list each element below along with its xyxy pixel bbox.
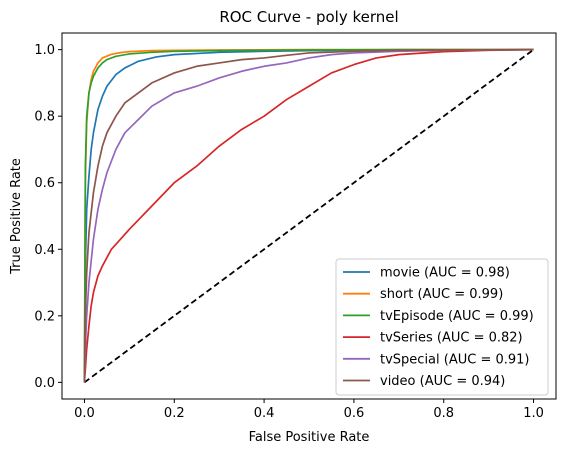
x-tick-label: 0.8 (433, 406, 454, 421)
legend-entry-label: short (AUC = 0.99) (380, 287, 503, 302)
roc-line-series-4 (83, 48, 534, 383)
y-axis-title: True Positive Rate (9, 158, 24, 275)
x-tick-label: 0.4 (254, 406, 275, 421)
chart-title: ROC Curve - poly kernel (219, 8, 398, 26)
x-tick-label: 0.2 (164, 406, 185, 421)
legend-entry-label: tvSpecial (AUC = 0.91) (380, 352, 530, 367)
legend-box (335, 258, 549, 396)
y-tick-label: 0.6 (34, 176, 55, 191)
legend-entry-label: movie (AUC = 0.98) (380, 266, 510, 281)
plot-frame (61, 32, 557, 400)
x-tick-label: 1.0 (523, 406, 544, 421)
x-axis: 0.0 0.2 0.4 0.6 0.8 1.0 (74, 399, 544, 421)
roc-line-series-5 (83, 48, 534, 383)
x-axis-title: False Positive Rate (249, 430, 370, 445)
y-axis: 0.0 0.2 0.4 0.6 0.8 1.0 (34, 43, 62, 391)
y-tick-label: 1.0 (34, 43, 55, 58)
legend-entry-label: tvSeries (AUC = 0.82) (380, 331, 523, 346)
roc-line-series-3 (83, 48, 534, 383)
y-tick-label: 0.2 (34, 309, 55, 324)
x-tick-label: 0.6 (344, 406, 365, 421)
legend: movie (AUC = 0.98) short (AUC = 0.99) tvEp… (335, 258, 549, 396)
chance-diagonal (83, 48, 535, 384)
legend-entry-label: tvEpisode (AUC = 0.99) (380, 309, 534, 324)
plot-area (83, 48, 535, 384)
y-tick-label: 0.4 (34, 243, 55, 258)
y-tick-label: 0.8 (34, 110, 55, 125)
legend-entry-label: video (AUC = 0.94) (380, 374, 505, 389)
x-tick-label: 0.0 (74, 406, 95, 421)
roc-line-series-2 (83, 48, 534, 383)
y-tick-label: 0.0 (34, 376, 55, 391)
